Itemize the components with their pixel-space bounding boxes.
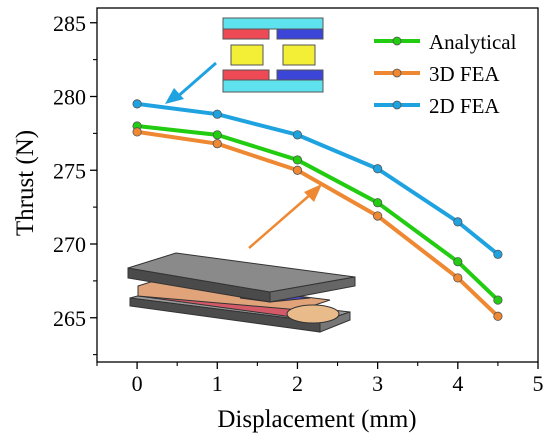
y-tick-label: 280 xyxy=(53,85,86,110)
series-line xyxy=(136,129,500,318)
legend-label: Analytical xyxy=(429,30,517,54)
axes xyxy=(96,7,539,363)
x-tick-label: 3 xyxy=(372,371,383,396)
data-point xyxy=(212,130,222,140)
data-point xyxy=(493,249,503,259)
model-coil-end xyxy=(286,304,340,324)
x-tick-label: 0 xyxy=(132,371,143,396)
series-line xyxy=(136,124,500,302)
legend-swatch-marker xyxy=(392,100,402,110)
series-3d-fea xyxy=(132,127,503,321)
model-bottom-plate-end xyxy=(319,311,351,333)
series-layer xyxy=(132,99,503,321)
data-point xyxy=(212,109,222,119)
model-top-plate-end xyxy=(269,276,356,303)
series-2d-fea xyxy=(132,99,503,259)
legend-entry: 3D FEA xyxy=(374,62,500,86)
x-tick-label: 1 xyxy=(212,371,223,396)
data-point xyxy=(453,257,463,267)
top-magnet-blue xyxy=(276,28,324,40)
x-axis-title: Displacement (mm) xyxy=(217,406,416,433)
series-line xyxy=(136,101,500,256)
ticks: 0 1 2 3 4 5 265 270 275 280 285 xyxy=(53,11,544,396)
legend-entry: 2D FEA xyxy=(374,94,500,118)
legend-label: 3D FEA xyxy=(429,62,500,86)
data-point xyxy=(212,139,222,149)
data-point xyxy=(132,127,142,137)
y-tick-label: 275 xyxy=(53,158,86,183)
x-tick-label: 2 xyxy=(292,371,303,396)
y-tick-label: 285 xyxy=(53,11,86,36)
arrow-to-2d-fea xyxy=(165,61,217,104)
series-analytical xyxy=(132,121,503,305)
bottom-magnet-red xyxy=(222,69,270,81)
legend: Analytical 3D FEA 2D FEA xyxy=(374,30,517,118)
data-point xyxy=(373,211,383,221)
data-point xyxy=(132,99,142,109)
data-point xyxy=(453,273,463,283)
legend-label: 2D FEA xyxy=(429,94,500,118)
inset-2d-diagram xyxy=(222,17,324,93)
y-tick-label: 270 xyxy=(53,232,86,257)
bottom-magnet-blue xyxy=(276,69,324,81)
coil-left xyxy=(230,44,264,66)
plot-frame xyxy=(96,7,539,363)
top-magnet-red xyxy=(222,28,270,40)
data-point xyxy=(292,165,303,175)
legend-entry: Analytical xyxy=(374,30,517,54)
legend-swatch-marker xyxy=(392,36,402,46)
y-axis-title: Thrust (N) xyxy=(12,130,39,236)
x-tick-label: 4 xyxy=(452,371,463,396)
data-point xyxy=(373,164,383,174)
data-point xyxy=(493,295,503,305)
coil-right xyxy=(282,44,316,66)
y-tick-label: 265 xyxy=(53,306,86,331)
arrow-to-3d-fea xyxy=(248,184,322,249)
legend-swatch-marker xyxy=(392,68,402,78)
data-point xyxy=(493,311,503,321)
data-point xyxy=(292,155,303,165)
top-back-iron xyxy=(222,17,324,30)
data-point xyxy=(453,217,463,227)
bottom-back-iron xyxy=(222,79,324,93)
data-point xyxy=(292,130,303,140)
x-tick-label: 5 xyxy=(533,371,544,396)
data-point xyxy=(373,198,383,208)
inset-3d-model xyxy=(127,252,356,333)
